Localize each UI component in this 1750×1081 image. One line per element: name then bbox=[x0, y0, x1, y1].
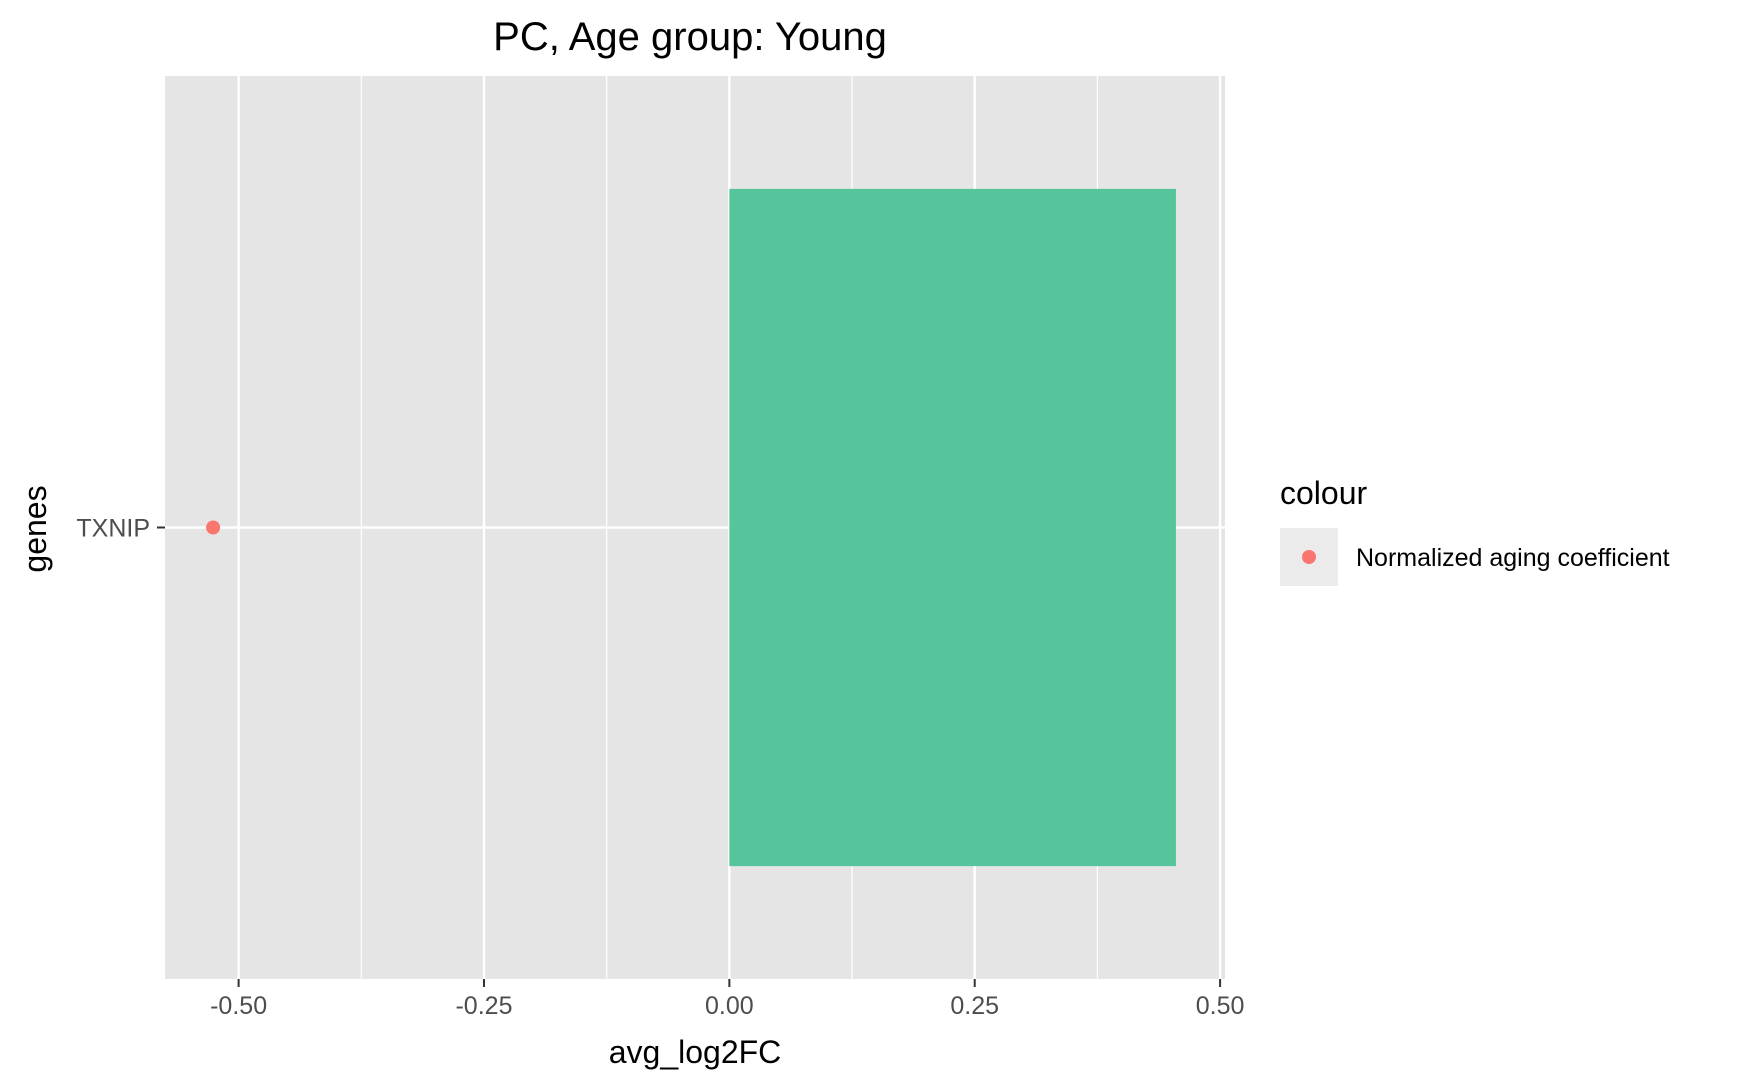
x-tick-label: 0.25 bbox=[950, 992, 999, 1020]
data-point bbox=[206, 520, 221, 535]
legend-label: Normalized aging coefficient bbox=[1356, 544, 1670, 572]
legend-point-marker bbox=[1302, 550, 1316, 564]
y-axis: TXNIP bbox=[76, 515, 165, 543]
legend-title: colour bbox=[1280, 475, 1368, 511]
legend: colour Normalized aging coefficient bbox=[1280, 475, 1670, 586]
chart-marks bbox=[206, 188, 1176, 867]
x-axis: -0.50 -0.25 0.00 0.25 0.50 bbox=[210, 979, 1244, 1020]
x-axis-title: avg_log2FC bbox=[609, 1034, 782, 1070]
y-axis-title: genes bbox=[17, 485, 53, 572]
x-tick-label: 0.00 bbox=[705, 992, 754, 1020]
chart-title: PC, Age group: Young bbox=[493, 15, 887, 59]
x-tick-label: -0.25 bbox=[455, 992, 512, 1020]
y-tick-label: TXNIP bbox=[76, 515, 150, 543]
bar bbox=[729, 188, 1176, 867]
x-tick-label: 0.50 bbox=[1196, 992, 1245, 1020]
x-tick-label: -0.50 bbox=[210, 992, 267, 1020]
